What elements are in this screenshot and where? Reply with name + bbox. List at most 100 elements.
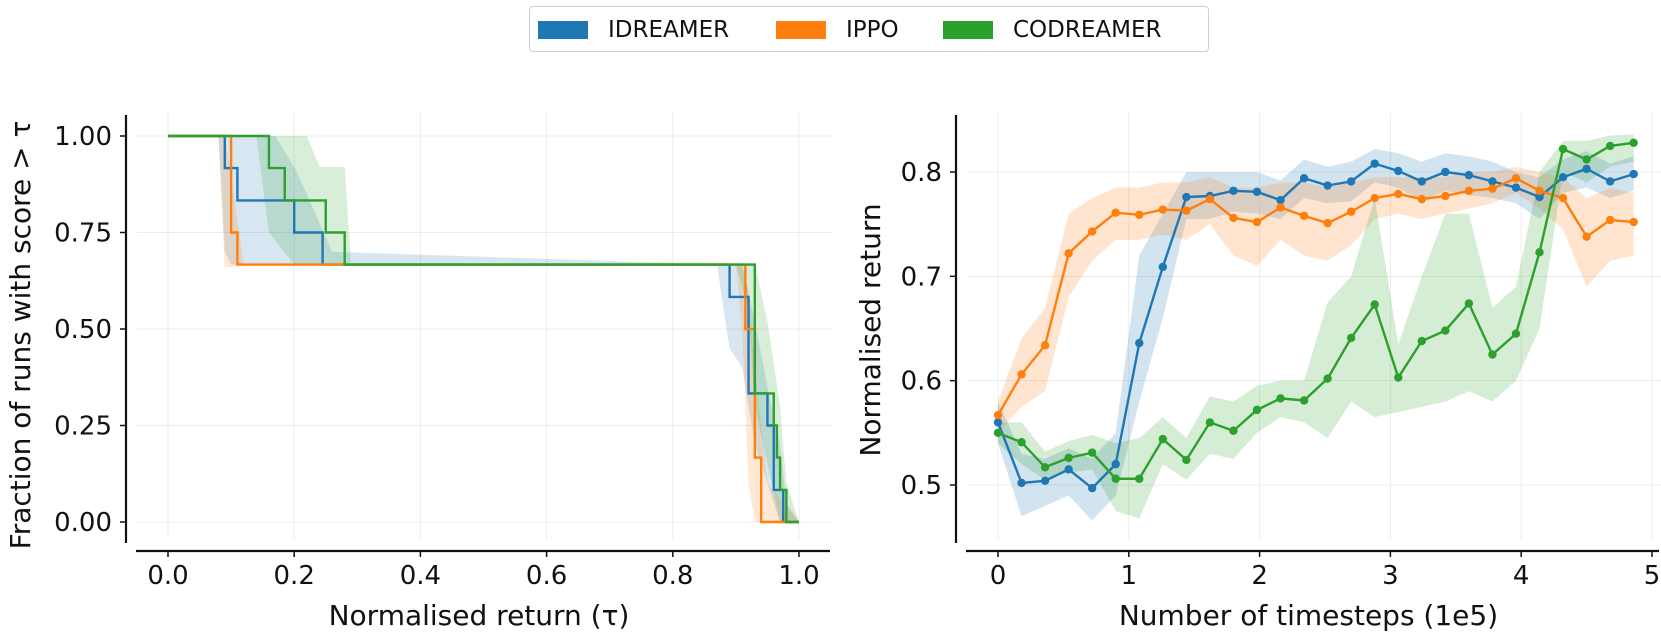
- point-codreamer: [1158, 434, 1168, 444]
- point-codreamer: [993, 428, 1003, 438]
- point-codreamer: [1087, 448, 1097, 457]
- point-idreamer: [1605, 177, 1615, 186]
- line-ippo: [996, 176, 1634, 416]
- legend-item-codreamer: CODREAMER: [943, 7, 1161, 53]
- point-idreamer: [1135, 338, 1144, 348]
- point-ippo: [1323, 218, 1332, 228]
- line-idreamer: [996, 162, 1635, 490]
- point-codreamer: [1182, 455, 1191, 465]
- line-codreamer: [997, 141, 1634, 480]
- right-chart-learning-curve: 0 1 2 3 4 5 0.5 0.6 0.7 0.8 Number of timesteps (1…: [854, 113, 1661, 632]
- x-tick-label: 0.4: [400, 561, 441, 591]
- point-codreamer: [1605, 141, 1615, 151]
- point-ippo: [1558, 193, 1568, 203]
- y-tick-label: 0.75: [54, 219, 112, 249]
- point-idreamer: [1535, 192, 1544, 202]
- point-codreamer: [1441, 326, 1450, 335]
- point-ippo: [1135, 210, 1144, 219]
- y-tick-label: 0.8: [901, 158, 942, 188]
- point-codreamer: [1582, 155, 1591, 164]
- x-tick-label: 1: [1121, 561, 1138, 591]
- point-idreamer: [1346, 177, 1356, 186]
- point-idreamer: [1111, 459, 1120, 469]
- point-codreamer: [1417, 336, 1426, 346]
- point-idreamer: [1558, 173, 1568, 182]
- point-idreamer: [1582, 164, 1591, 174]
- point-ippo: [1605, 215, 1615, 225]
- legend-item-idreamer: IDREAMER: [538, 7, 729, 53]
- x-tick-label: 5: [1644, 561, 1661, 591]
- band-idreamer: [998, 149, 1634, 521]
- point-codreamer: [1535, 248, 1544, 257]
- point-idreamer: [1087, 483, 1097, 493]
- point-ippo: [1182, 206, 1191, 215]
- point-codreamer: [1370, 300, 1379, 309]
- legend-item-ippo: IPPO: [776, 7, 899, 53]
- band-ippo: [998, 166, 1634, 433]
- point-idreamer: [1182, 192, 1191, 202]
- x-tick-label: 4: [1513, 561, 1530, 591]
- legend-swatch-ippo: [776, 21, 826, 39]
- point-codreamer: [1299, 396, 1309, 405]
- x-tick-label: 0.8: [652, 561, 693, 591]
- point-ippo: [1464, 186, 1474, 195]
- point-idreamer: [1229, 186, 1238, 195]
- x-tick-label: 1.0: [778, 561, 819, 591]
- y-tick-label: 0.6: [901, 367, 942, 397]
- y-axis-label: Normalised return: [854, 203, 887, 456]
- point-codreamer: [1111, 474, 1120, 483]
- point-codreamer: [1229, 426, 1238, 435]
- line-codreamer: [168, 134, 799, 524]
- band-codreamer: [998, 134, 1634, 519]
- left-chart-performance-profile: 0.0 0.2 0.4 0.6 0.8 1.0 0.00 0.25 0.50 0.75 1.00 No…: [4, 113, 832, 632]
- legend-swatch-codreamer: [943, 21, 993, 39]
- point-idreamer: [1441, 167, 1450, 177]
- x-tick-label: 2: [1251, 561, 1268, 591]
- x-tick-label: 3: [1382, 561, 1399, 591]
- point-idreamer: [1276, 195, 1285, 205]
- point-codreamer: [1394, 373, 1403, 382]
- legend-label: IDREAMER: [608, 17, 730, 43]
- point-ippo: [1017, 370, 1026, 379]
- legend-label: CODREAMER: [1013, 17, 1162, 43]
- point-codreamer: [1558, 144, 1568, 154]
- point-idreamer: [1040, 476, 1050, 486]
- point-ippo: [1346, 207, 1356, 216]
- x-tick-label: 0: [990, 561, 1007, 591]
- point-codreamer: [1323, 374, 1332, 383]
- point-idreamer: [1370, 159, 1379, 168]
- point-ippo: [1299, 211, 1309, 221]
- point-ippo: [1111, 208, 1120, 217]
- point-codreamer: [1135, 474, 1144, 483]
- y-tick-label: 0.7: [901, 262, 942, 292]
- point-codreamer: [1205, 418, 1215, 427]
- point-codreamer: [1017, 438, 1026, 447]
- legend-label: IPPO: [846, 17, 899, 43]
- point-ippo: [1370, 193, 1379, 203]
- point-codreamer: [1464, 299, 1474, 308]
- point-ippo: [1629, 217, 1638, 227]
- point-codreamer: [1276, 394, 1285, 403]
- point-ippo: [1040, 340, 1050, 350]
- point-idreamer: [1158, 262, 1168, 272]
- y-tick-label: 0.50: [54, 315, 112, 345]
- point-idreamer: [1252, 187, 1262, 197]
- point-ippo: [1276, 203, 1285, 212]
- legend: IDREAMER IPPO CODREAMER: [529, 6, 1209, 52]
- point-ippo: [1394, 189, 1403, 199]
- point-idreamer: [1629, 169, 1638, 179]
- point-ippo: [1511, 174, 1521, 183]
- point-codreamer: [1040, 463, 1050, 472]
- point-ippo: [1582, 232, 1591, 241]
- point-codreamer: [1064, 453, 1073, 463]
- point-codreamer: [1488, 350, 1497, 359]
- point-codreamer: [1252, 405, 1262, 415]
- point-idreamer: [1464, 170, 1474, 180]
- point-idreamer: [1394, 166, 1403, 176]
- point-codreamer: [1629, 138, 1638, 147]
- y-axis-label: Fraction of runs with score > τ: [4, 121, 37, 550]
- point-codreamer: [1511, 329, 1521, 338]
- point-ippo: [993, 410, 1003, 420]
- point-idreamer: [1323, 181, 1332, 190]
